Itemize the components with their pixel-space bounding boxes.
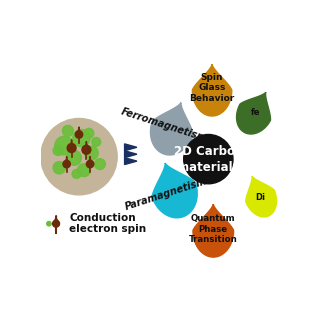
Circle shape [52,220,60,227]
Circle shape [184,134,233,184]
Circle shape [84,128,94,138]
Circle shape [82,145,91,154]
Circle shape [84,146,98,160]
Polygon shape [124,144,137,151]
Text: fe: fe [251,108,260,117]
Text: Conduction
electron spin: Conduction electron spin [69,213,146,235]
Text: Di: Di [255,193,265,202]
Text: Ferromagnetism: Ferromagnetism [120,107,208,144]
Circle shape [73,130,90,147]
Circle shape [77,164,90,177]
Polygon shape [246,176,276,217]
Text: Spin
Glass
Behavior: Spin Glass Behavior [189,73,235,103]
Circle shape [92,138,101,146]
Circle shape [62,125,73,136]
Polygon shape [193,204,234,257]
Circle shape [67,150,82,165]
Circle shape [53,162,66,174]
Circle shape [41,118,117,195]
Circle shape [47,221,51,226]
Circle shape [63,160,70,168]
Circle shape [94,159,105,170]
Polygon shape [124,151,137,158]
Polygon shape [152,163,197,218]
Circle shape [72,170,81,178]
Polygon shape [236,92,270,134]
Circle shape [75,131,83,138]
Circle shape [86,160,94,168]
Polygon shape [124,158,137,164]
Polygon shape [192,64,232,116]
Circle shape [55,136,74,155]
Polygon shape [150,102,193,155]
Circle shape [53,146,63,156]
Text: Quantum
Phase
Transition: Quantum Phase Transition [189,214,238,244]
Text: Paramagnetism: Paramagnetism [124,176,209,212]
Text: 2D Carbon
materials: 2D Carbon materials [174,145,243,174]
Circle shape [67,144,76,153]
